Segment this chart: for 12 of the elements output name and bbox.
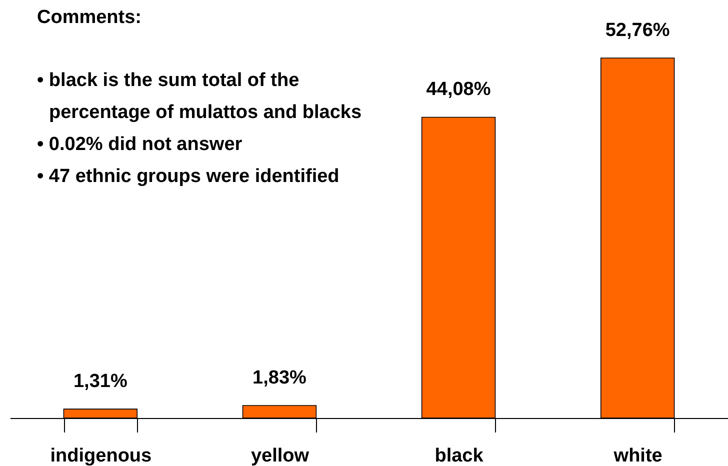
x-tick-label: white <box>612 446 662 466</box>
data-label: 1,83% <box>252 368 307 389</box>
annotation: • black is the sum total of the percentage of mulattos and blacks <box>37 70 362 123</box>
x-tick-label: black <box>434 446 484 466</box>
annotation: • 47 ethnic groups were identified <box>37 166 340 187</box>
x-tick-label: indigenous <box>50 446 152 466</box>
data-label: 1,31% <box>73 371 128 392</box>
x-tick-label: yellow <box>250 446 310 466</box>
annotation: • 0.02% did not answer <box>37 134 243 155</box>
text: Comments: <box>37 7 142 28</box>
data-label: 44,08% <box>426 79 491 100</box>
data-label: 52,76% <box>605 20 670 41</box>
